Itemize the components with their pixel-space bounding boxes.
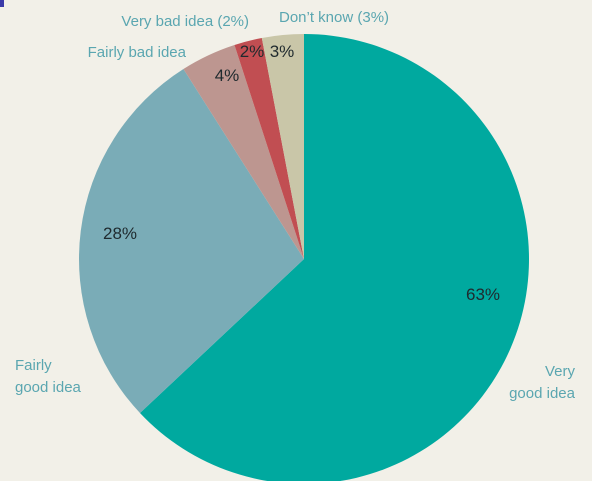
pie-slice-1 bbox=[79, 69, 305, 414]
slice-percent-label-1: 28% bbox=[103, 224, 137, 243]
corner-marker bbox=[0, 0, 4, 7]
pie-percent-labels: 63% 28% 4%2% 3% bbox=[103, 42, 500, 304]
slice-category-label-3: Very bad idea (2%) bbox=[121, 13, 249, 30]
slice-category-label-2: Fairly bad idea bbox=[88, 44, 187, 61]
slice-category-label-1: Fairly good idea bbox=[15, 357, 82, 396]
slice-percent-label-3: 2% bbox=[240, 42, 265, 61]
pie-slices bbox=[79, 34, 529, 481]
slice-percent-label-0: 63% bbox=[466, 285, 500, 304]
pie-category-labels: Very good idea Fairly good idea Fairly bad i… bbox=[15, 9, 576, 402]
pie-slice-2 bbox=[183, 45, 304, 260]
pie-slice-0 bbox=[139, 34, 529, 481]
slice-category-label-0: Very good idea bbox=[509, 363, 576, 402]
slice-percent-label-2: 4% bbox=[215, 66, 240, 85]
slice-category-label-4: Don’t know (3%) bbox=[279, 9, 389, 26]
slice-percent-label-4: 3% bbox=[270, 42, 295, 61]
pie-slice-3 bbox=[234, 37, 304, 259]
pie-slice-4 bbox=[261, 34, 304, 259]
